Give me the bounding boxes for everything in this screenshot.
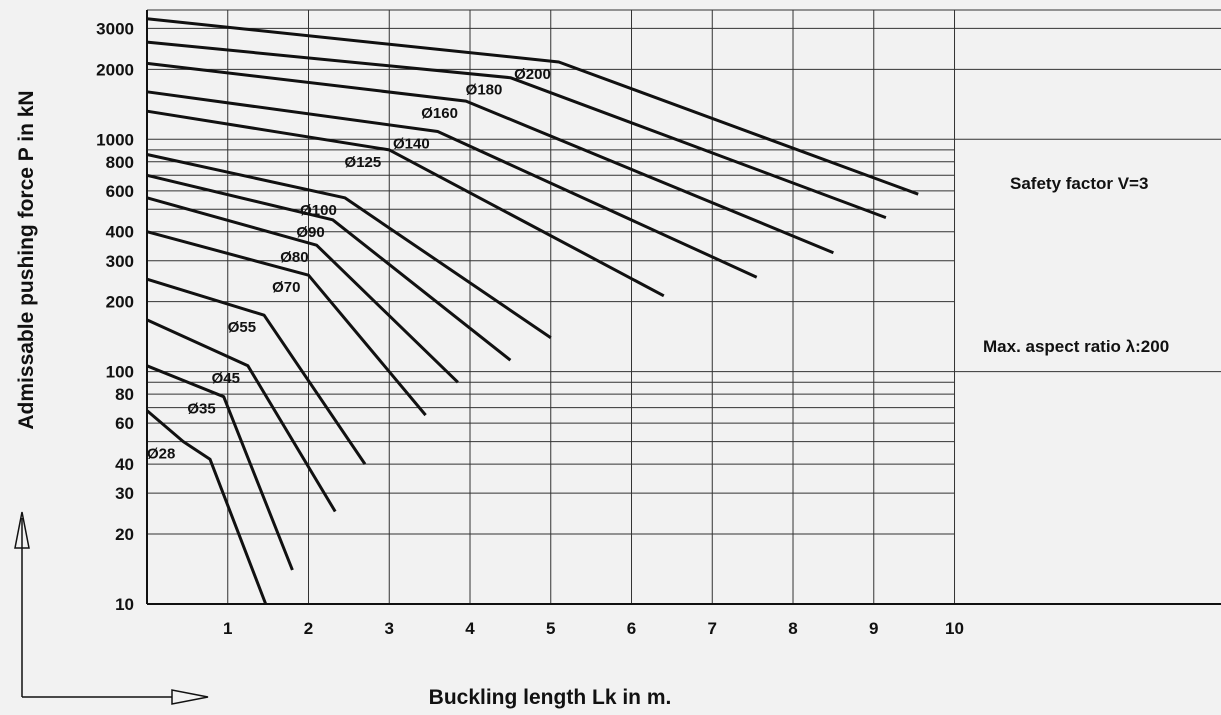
series-label: Ø140 (393, 135, 430, 152)
series-lines (146, 17, 919, 605)
series-label: Ø100 (300, 202, 337, 219)
y-tick-label: 100 (106, 363, 134, 382)
y-tick-label: 10 (115, 595, 134, 614)
x-tick-labels: 1 2 3 4 5 6 7 8 9 10 (223, 619, 964, 638)
series-label: Ø28 (147, 446, 175, 463)
y-tick-label: 80 (115, 385, 134, 404)
series-label: Ø70 (272, 279, 300, 296)
y-tick-label: 1000 (96, 130, 134, 149)
x-axis-label: Buckling length Lk in m. (428, 686, 672, 709)
series-line (146, 61, 834, 255)
series-line (146, 40, 887, 220)
y-tick-label: 2000 (96, 60, 134, 79)
x-tick-label: 5 (546, 619, 555, 638)
series-line (146, 230, 427, 417)
grid (147, 9, 1221, 605)
y-arrow-head (14, 511, 30, 549)
series-line (146, 17, 919, 196)
aspect-ratio-note: Max. aspect ratio λ:200 (983, 337, 1170, 356)
y-tick-label: 300 (106, 252, 134, 271)
series-label: Ø55 (228, 319, 256, 336)
series-line (146, 277, 367, 465)
series-line (146, 153, 552, 339)
x-tick-label: 3 (385, 619, 394, 638)
y-tick-label: 40 (115, 455, 134, 474)
y-tick-label: 400 (106, 223, 134, 242)
y-tick-label: 30 (115, 484, 134, 503)
y-axis-label: Admissable pushing force P in kN (15, 90, 38, 430)
series-label: Ø35 (187, 401, 215, 418)
x-arrow-head (171, 689, 209, 705)
x-tick-label: 6 (627, 619, 636, 638)
series-line (146, 318, 337, 513)
series-line (146, 173, 512, 362)
series-line (146, 364, 294, 571)
x-tick-label: 9 (869, 619, 878, 638)
y-tick-label: 60 (115, 414, 134, 433)
safety-factor-note: Safety factor V=3 (1010, 174, 1149, 193)
series-label: Ø160 (421, 105, 458, 122)
x-tick-label: 2 (304, 619, 313, 638)
x-tick-label: 7 (708, 619, 717, 638)
series-label: Ø200 (514, 66, 551, 83)
series-line (146, 409, 268, 605)
y-tick-label: 800 (106, 153, 134, 172)
y-tick-label: 20 (115, 525, 134, 544)
series-line (146, 109, 665, 298)
series-line (146, 196, 459, 384)
series-label: Ø80 (280, 249, 308, 266)
series-labels: Ø28 Ø35 Ø45 Ø55 Ø70 Ø80 Ø90 Ø100 Ø125 Ø140 Ø160 Ø18… (147, 66, 551, 463)
series-label: Ø125 (345, 154, 382, 171)
x-tick-label: 8 (788, 619, 797, 638)
series-label: Ø90 (296, 224, 324, 241)
series-line (146, 90, 758, 279)
y-tick-labels: 10 20 30 40 60 80 100 200 300 400 600 800 1000 2000 30… (96, 19, 134, 614)
x-tick-label: 1 (223, 619, 232, 638)
series-label: Ø45 (212, 370, 240, 387)
axes (146, 10, 1221, 605)
y-tick-label: 600 (106, 182, 134, 201)
x-tick-label: 10 (945, 619, 964, 638)
axis-arrows (14, 511, 209, 705)
y-tick-label: 3000 (96, 19, 134, 38)
y-tick-label: 200 (106, 293, 134, 312)
x-tick-label: 4 (465, 619, 475, 638)
series-label: Ø180 (466, 82, 503, 99)
